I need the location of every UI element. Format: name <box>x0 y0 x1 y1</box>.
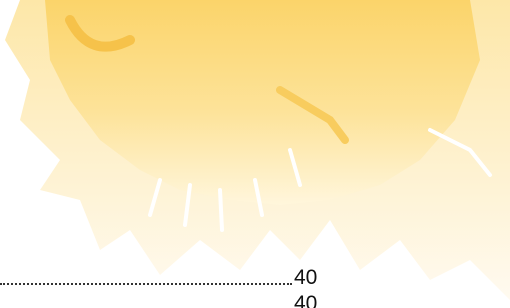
page: 40 40 <box>0 0 510 308</box>
toc-entry: 40 <box>0 266 317 290</box>
sun-illustration <box>0 0 510 308</box>
page-number: 40 <box>294 266 317 290</box>
page-number: 40 <box>294 292 317 308</box>
toc-entry: 40 <box>0 292 317 308</box>
dot-leader <box>0 283 292 285</box>
